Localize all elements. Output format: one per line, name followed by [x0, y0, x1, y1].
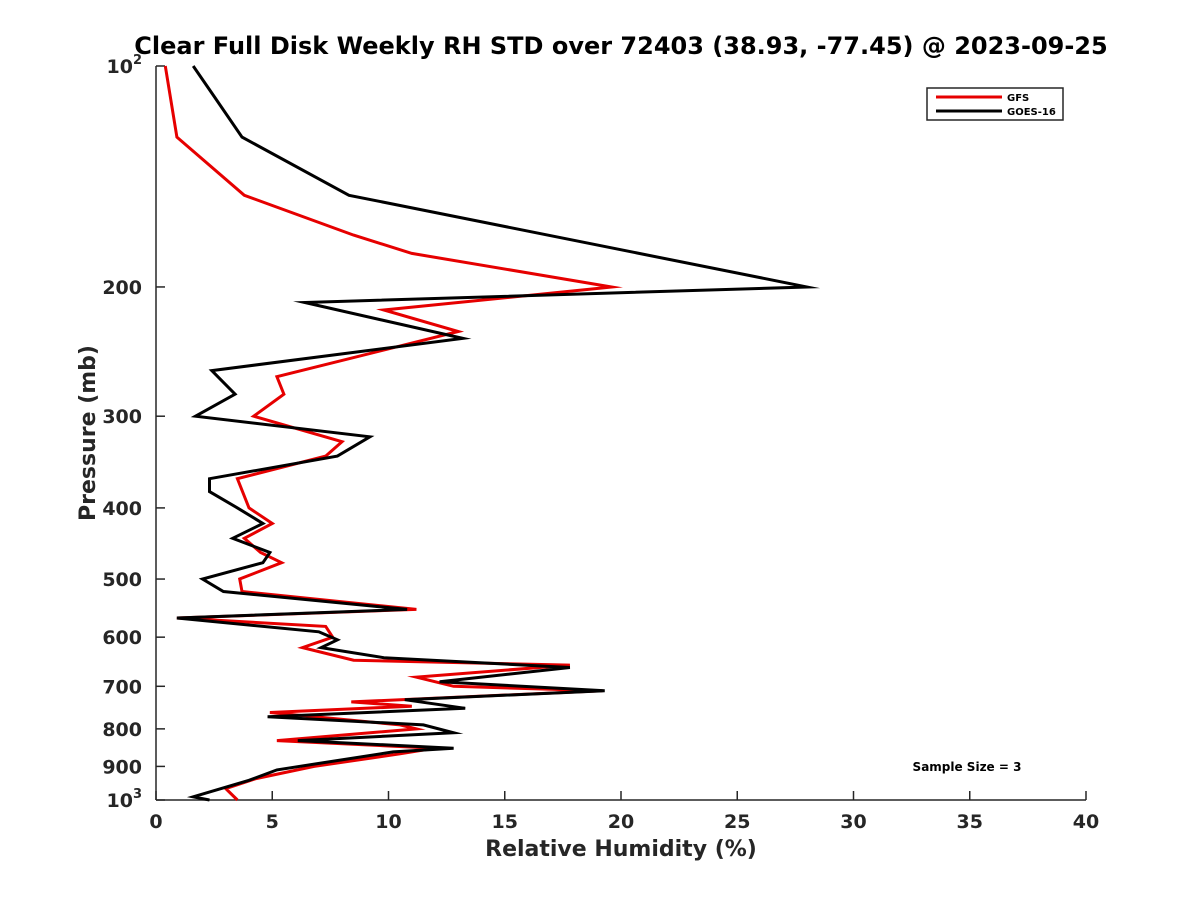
- x-tick-label: 10: [375, 811, 401, 833]
- chart-title: Clear Full Disk Weekly RH STD over 72403…: [134, 32, 1107, 60]
- x-tick-label: 30: [840, 811, 866, 833]
- y-tick-label: 400: [102, 498, 142, 520]
- x-tick-label: 5: [266, 811, 279, 833]
- legend-label: GOES-16: [1007, 107, 1056, 118]
- y-tick-label: 500: [102, 569, 142, 591]
- x-tick-label: 15: [492, 811, 518, 833]
- legend: GFS GOES-16: [926, 87, 1064, 121]
- sample-size-annotation: Sample Size = 3: [913, 760, 1022, 774]
- y-tick-label: 900: [102, 756, 142, 778]
- x-tick-label: 35: [957, 811, 983, 833]
- y-tick-label: 300: [102, 406, 142, 428]
- x-tick-label: 20: [608, 811, 634, 833]
- y-axis-label: Pressure (mb): [76, 345, 101, 521]
- x-tick-label: 40: [1073, 811, 1099, 833]
- legend-label: GFS: [1007, 93, 1029, 104]
- series-line-gfs: [163, 65, 623, 802]
- y-tick-label: 700: [102, 676, 142, 698]
- y-tick-label: 200: [102, 277, 142, 299]
- series-line-goes-16: [176, 65, 821, 802]
- legend-box: [926, 87, 1064, 121]
- y-tick-label: 800: [102, 719, 142, 741]
- series-layer: [163, 65, 821, 802]
- y-tick-label: 600: [102, 627, 142, 649]
- x-axis-label: Relative Humidity (%): [485, 837, 757, 862]
- x-tick-label: 0: [149, 811, 162, 833]
- x-tick-label: 25: [724, 811, 750, 833]
- x-axis-ticks: 0 5 10 15 20 25 30 35 40: [149, 791, 1099, 833]
